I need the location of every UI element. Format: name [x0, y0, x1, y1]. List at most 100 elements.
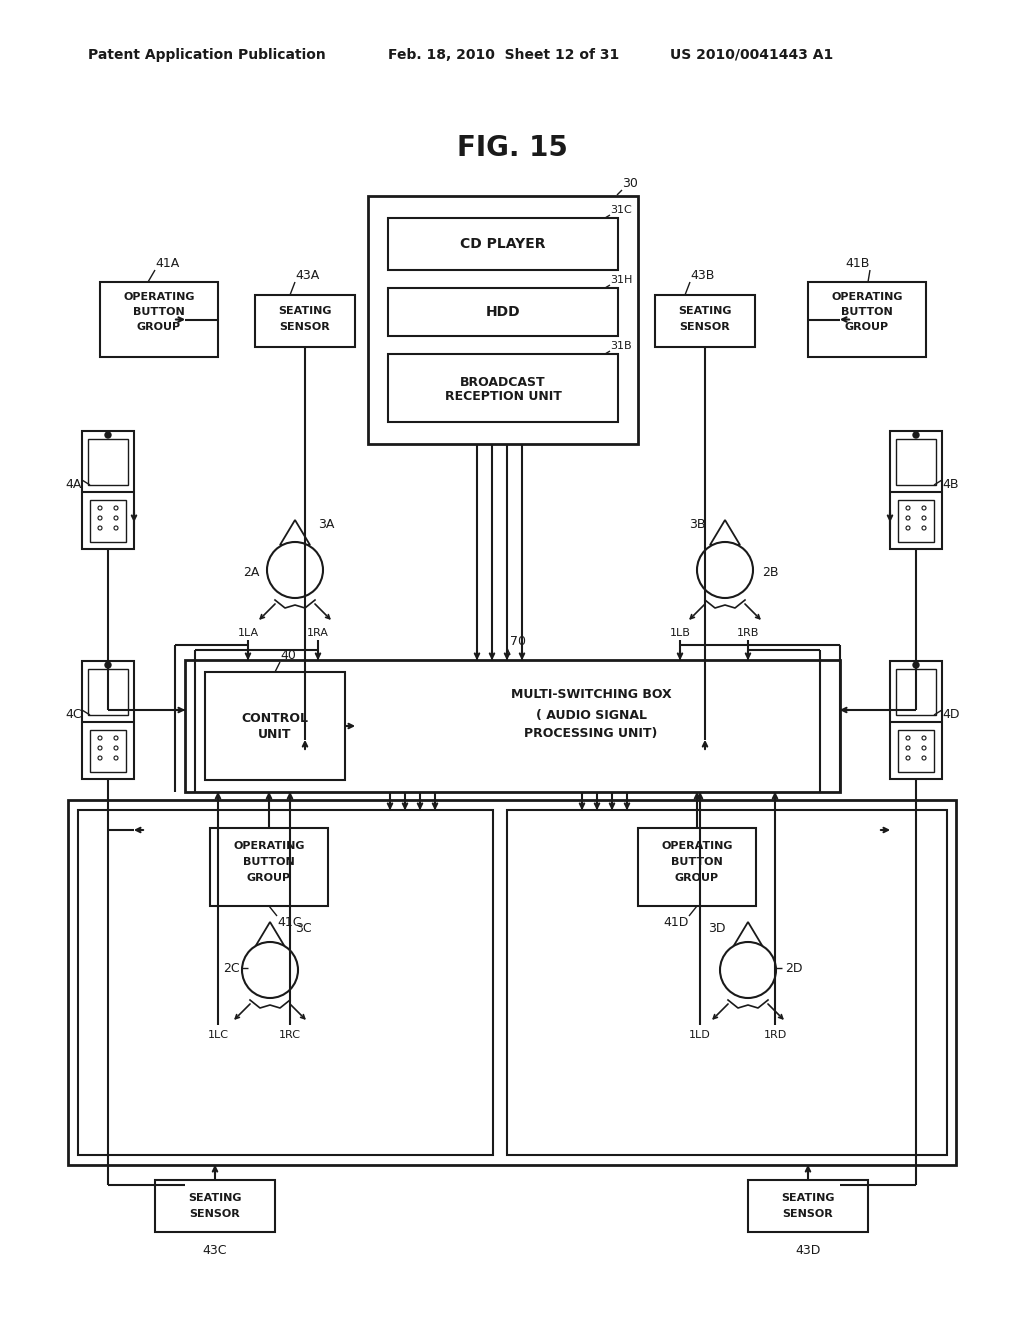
Text: 43C: 43C: [203, 1243, 227, 1257]
Circle shape: [906, 746, 910, 750]
Text: 4C: 4C: [66, 709, 82, 722]
Text: CD PLAYER: CD PLAYER: [460, 238, 546, 251]
Text: UNIT: UNIT: [258, 727, 292, 741]
Circle shape: [906, 525, 910, 531]
Text: BROADCAST: BROADCAST: [460, 375, 546, 388]
Bar: [368, 195, 638, 444]
Text: BUTTON: BUTTON: [243, 857, 295, 867]
Text: 4B: 4B: [942, 479, 958, 491]
Text: 31B: 31B: [610, 341, 632, 351]
Bar: [890, 432, 942, 549]
Circle shape: [114, 737, 118, 741]
Text: 3B: 3B: [689, 519, 706, 532]
Bar: [185, 660, 840, 792]
Circle shape: [922, 506, 926, 510]
Text: 4A: 4A: [66, 479, 82, 491]
Circle shape: [906, 737, 910, 741]
Text: US 2010/0041443 A1: US 2010/0041443 A1: [670, 48, 834, 62]
Text: MULTI-SWITCHING BOX: MULTI-SWITCHING BOX: [511, 689, 672, 701]
Bar: [896, 440, 936, 484]
Text: SENSOR: SENSOR: [680, 322, 730, 333]
Bar: [388, 354, 618, 422]
Text: 3D: 3D: [709, 921, 726, 935]
Bar: [82, 432, 134, 549]
Text: Patent Application Publication: Patent Application Publication: [88, 48, 326, 62]
Bar: [890, 661, 942, 779]
Bar: [210, 828, 328, 906]
Text: 2A: 2A: [244, 565, 260, 578]
Text: 1RD: 1RD: [763, 1030, 786, 1040]
Bar: [82, 661, 134, 779]
Circle shape: [98, 525, 102, 531]
Text: 1RA: 1RA: [307, 628, 329, 638]
Bar: [896, 669, 936, 715]
Circle shape: [114, 516, 118, 520]
Text: 2C: 2C: [223, 961, 240, 974]
Circle shape: [114, 756, 118, 760]
Text: 4D: 4D: [942, 709, 959, 722]
Text: 43B: 43B: [690, 269, 715, 282]
Circle shape: [720, 942, 776, 998]
Text: SENSOR: SENSOR: [189, 1209, 241, 1218]
Circle shape: [114, 746, 118, 750]
Bar: [507, 810, 947, 1155]
Text: CONTROL: CONTROL: [242, 711, 308, 725]
Circle shape: [114, 506, 118, 510]
Bar: [88, 440, 128, 484]
Text: FIG. 15: FIG. 15: [457, 135, 567, 162]
Text: 2D: 2D: [785, 961, 803, 974]
Text: Feb. 18, 2010  Sheet 12 of 31: Feb. 18, 2010 Sheet 12 of 31: [388, 48, 620, 62]
Circle shape: [922, 525, 926, 531]
Bar: [255, 294, 355, 347]
Text: GROUP: GROUP: [137, 322, 181, 333]
Bar: [90, 500, 126, 543]
Bar: [748, 1180, 868, 1232]
Circle shape: [242, 942, 298, 998]
Text: 31C: 31C: [610, 205, 632, 215]
Circle shape: [922, 756, 926, 760]
Bar: [78, 810, 493, 1155]
Bar: [205, 672, 345, 780]
Text: GROUP: GROUP: [247, 873, 291, 883]
Text: 3A: 3A: [318, 519, 335, 532]
Text: 1LD: 1LD: [689, 1030, 711, 1040]
Bar: [898, 730, 934, 772]
Text: BUTTON: BUTTON: [133, 308, 185, 317]
Text: OPERATING: OPERATING: [123, 292, 195, 302]
Text: SEATING: SEATING: [188, 1193, 242, 1203]
Circle shape: [98, 756, 102, 760]
Text: 2B: 2B: [762, 565, 778, 578]
Circle shape: [913, 663, 919, 668]
Text: GROUP: GROUP: [845, 322, 889, 333]
Bar: [100, 282, 218, 356]
Text: 43A: 43A: [295, 269, 319, 282]
Text: BUTTON: BUTTON: [841, 308, 893, 317]
Text: OPERATING: OPERATING: [831, 292, 903, 302]
Bar: [155, 1180, 275, 1232]
Text: 41B: 41B: [846, 257, 870, 271]
Text: 1RB: 1RB: [737, 628, 759, 638]
Text: 41D: 41D: [664, 916, 689, 929]
Circle shape: [697, 543, 753, 598]
Text: 1LB: 1LB: [670, 628, 690, 638]
Circle shape: [98, 506, 102, 510]
Circle shape: [105, 432, 111, 438]
Text: GROUP: GROUP: [675, 873, 719, 883]
Text: BUTTON: BUTTON: [671, 857, 723, 867]
Text: 40: 40: [280, 649, 296, 663]
Text: SENSOR: SENSOR: [280, 322, 331, 333]
Circle shape: [922, 516, 926, 520]
Text: 1RC: 1RC: [279, 1030, 301, 1040]
Text: SENSOR: SENSOR: [782, 1209, 834, 1218]
Text: 30: 30: [622, 177, 638, 190]
Circle shape: [906, 756, 910, 760]
Text: ( AUDIO SIGNAL: ( AUDIO SIGNAL: [536, 709, 646, 722]
Circle shape: [922, 746, 926, 750]
Text: 3C: 3C: [295, 921, 311, 935]
Circle shape: [114, 525, 118, 531]
Bar: [90, 730, 126, 772]
Bar: [898, 500, 934, 543]
Circle shape: [906, 506, 910, 510]
Circle shape: [913, 432, 919, 438]
Text: 43D: 43D: [796, 1243, 820, 1257]
